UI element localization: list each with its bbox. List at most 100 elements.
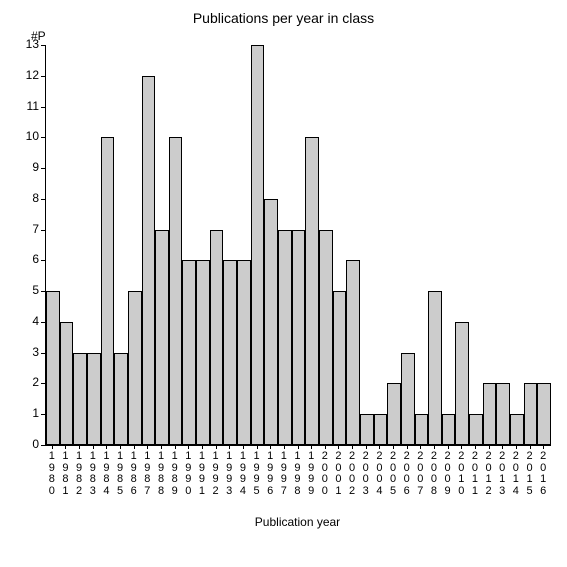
x-tick-label: 1 9 9 7 (277, 451, 291, 497)
bar (142, 76, 156, 445)
x-tick-mark (325, 445, 326, 449)
x-axis-label: Publication year (45, 515, 550, 529)
x-tick-label: 1 9 9 1 (195, 451, 209, 497)
bar (182, 260, 196, 445)
x-tick-label: 1 9 8 1 (59, 451, 73, 497)
x-tick-label: 1 9 8 7 (141, 451, 155, 497)
x-tick-label: 2 0 1 4 (509, 451, 523, 497)
x-tick-mark (52, 445, 53, 449)
x-tick-label: 2 0 0 0 (318, 451, 332, 497)
chart-container: Publications per year in class #P Public… (0, 0, 567, 567)
x-tick-label: 2 0 0 2 (345, 451, 359, 497)
bar (319, 230, 333, 445)
bar (278, 230, 292, 445)
x-tick-mark (489, 445, 490, 449)
bar (223, 260, 237, 445)
y-tick-label: 5 (11, 283, 39, 297)
x-tick-label: 1 9 8 9 (168, 451, 182, 497)
x-tick-mark (461, 445, 462, 449)
x-tick-mark (270, 445, 271, 449)
bar (428, 291, 442, 445)
bar (333, 291, 347, 445)
x-tick-label: 2 0 0 7 (414, 451, 428, 497)
y-tick-label: 0 (11, 437, 39, 451)
x-tick-label: 1 9 8 2 (72, 451, 86, 497)
x-tick-mark (147, 445, 148, 449)
x-tick-mark (298, 445, 299, 449)
bar (510, 414, 524, 445)
x-tick-mark (188, 445, 189, 449)
y-tick-mark (41, 76, 45, 77)
x-tick-label: 2 0 0 8 (427, 451, 441, 497)
bar (455, 322, 469, 445)
y-tick-label: 4 (11, 314, 39, 328)
bar (128, 291, 142, 445)
x-tick-label: 1 9 8 6 (127, 451, 141, 497)
x-tick-mark (93, 445, 94, 449)
x-tick-label: 1 9 9 2 (209, 451, 223, 497)
x-tick-label: 2 0 1 0 (454, 451, 468, 497)
x-tick-mark (311, 445, 312, 449)
x-tick-mark (338, 445, 339, 449)
bar (524, 383, 538, 445)
x-tick-label: 2 0 1 6 (536, 451, 550, 497)
y-tick-mark (41, 230, 45, 231)
y-tick-label: 3 (11, 345, 39, 359)
y-tick-mark (41, 414, 45, 415)
y-tick-label: 13 (11, 37, 39, 51)
y-tick-label: 10 (11, 129, 39, 143)
bar (401, 353, 415, 445)
x-tick-label: 1 9 9 5 (250, 451, 264, 497)
x-tick-label: 1 9 9 4 (236, 451, 250, 497)
y-tick-label: 12 (11, 68, 39, 82)
x-tick-mark (229, 445, 230, 449)
bar (387, 383, 401, 445)
x-tick-mark (448, 445, 449, 449)
y-tick-mark (41, 45, 45, 46)
bar (374, 414, 388, 445)
y-tick-label: 7 (11, 222, 39, 236)
bar (196, 260, 210, 445)
bar (537, 383, 551, 445)
x-tick-label: 2 0 1 2 (482, 451, 496, 497)
y-tick-label: 6 (11, 252, 39, 266)
bar (442, 414, 456, 445)
y-tick-mark (41, 383, 45, 384)
bar (210, 230, 224, 445)
bar (237, 260, 251, 445)
x-tick-label: 1 9 9 9 (304, 451, 318, 497)
x-tick-label: 2 0 1 1 (468, 451, 482, 497)
x-tick-label: 2 0 1 3 (495, 451, 509, 497)
y-tick-mark (41, 107, 45, 108)
x-tick-label: 2 0 0 5 (386, 451, 400, 497)
y-tick-mark (41, 137, 45, 138)
bar (87, 353, 101, 445)
x-tick-label: 1 9 9 8 (291, 451, 305, 497)
x-tick-mark (352, 445, 353, 449)
x-tick-label: 2 0 0 4 (373, 451, 387, 497)
x-tick-label: 1 9 8 3 (86, 451, 100, 497)
x-tick-mark (543, 445, 544, 449)
bar (469, 414, 483, 445)
x-tick-mark (434, 445, 435, 449)
bar (155, 230, 169, 445)
x-tick-label: 1 9 8 4 (100, 451, 114, 497)
x-tick-label: 1 9 9 6 (263, 451, 277, 497)
bar (496, 383, 510, 445)
y-tick-label: 2 (11, 375, 39, 389)
x-tick-mark (407, 445, 408, 449)
x-tick-mark (79, 445, 80, 449)
x-tick-label: 2 0 1 5 (523, 451, 537, 497)
y-tick-label: 9 (11, 160, 39, 174)
y-tick-mark (41, 353, 45, 354)
y-tick-mark (41, 322, 45, 323)
bar (251, 45, 265, 445)
x-tick-mark (475, 445, 476, 449)
x-tick-mark (120, 445, 121, 449)
bar (264, 199, 278, 445)
bar (346, 260, 360, 445)
x-tick-mark (134, 445, 135, 449)
y-tick-label: 11 (11, 99, 39, 113)
x-tick-label: 1 9 9 0 (181, 451, 195, 497)
x-tick-mark (502, 445, 503, 449)
